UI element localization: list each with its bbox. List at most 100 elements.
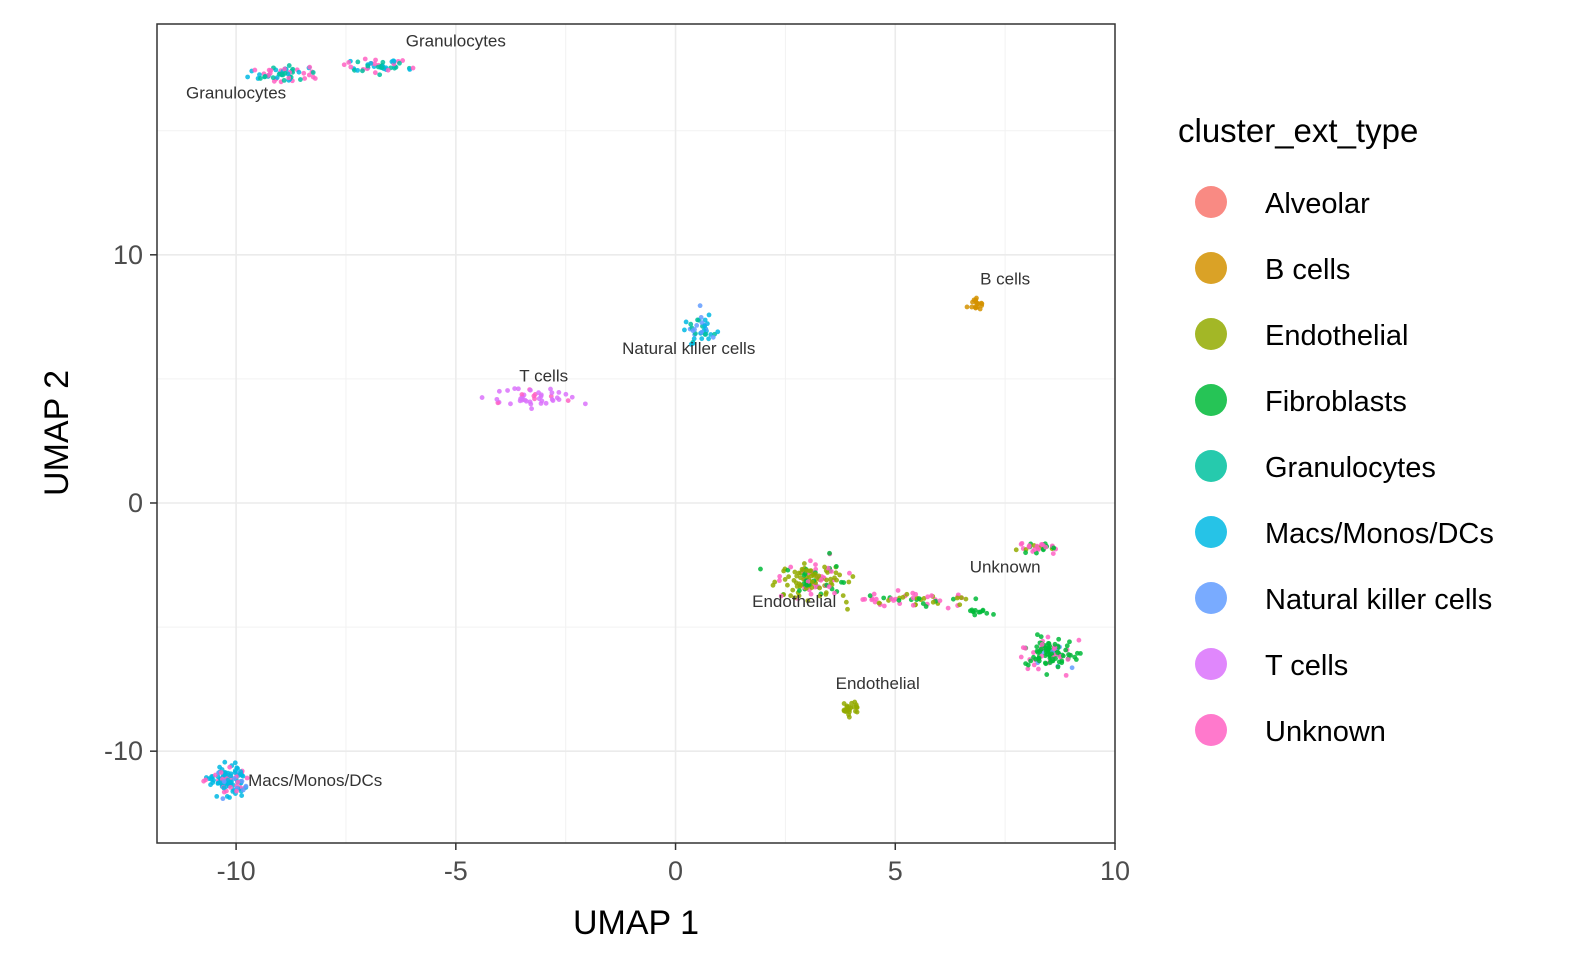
data-point (825, 570, 830, 575)
data-point (785, 567, 791, 573)
data-point (817, 593, 823, 599)
data-point (991, 612, 996, 617)
data-point (1063, 647, 1069, 653)
data-point (556, 397, 562, 403)
data-point (699, 329, 705, 335)
data-point (228, 773, 234, 779)
data-point (896, 597, 902, 603)
data-point (549, 397, 555, 402)
data-point (519, 396, 525, 402)
data-point (833, 563, 839, 569)
cluster-label: Macs/Monos/DCs (248, 771, 382, 790)
data-point (1036, 546, 1041, 552)
data-point (785, 582, 790, 588)
data-point (257, 72, 262, 78)
cluster-label: Natural killer cells (622, 339, 755, 358)
data-point (964, 304, 970, 310)
data-point (301, 70, 307, 76)
data-point (1035, 632, 1040, 638)
data-point (788, 564, 794, 570)
data-point (809, 579, 815, 585)
data-point (239, 778, 245, 784)
data-point (900, 594, 906, 600)
data-point (808, 591, 814, 597)
data-point (232, 770, 238, 775)
data-point (221, 789, 227, 795)
data-point (312, 76, 318, 81)
data-point (222, 759, 228, 765)
data-point (1026, 543, 1032, 549)
data-point (244, 775, 250, 781)
data-point (827, 550, 832, 556)
data-point (843, 599, 849, 605)
data-point (793, 580, 799, 586)
data-point (796, 570, 802, 576)
data-point (1038, 634, 1044, 640)
cluster-label: T cells (519, 366, 568, 385)
data-point (809, 573, 814, 579)
data-point (849, 700, 855, 706)
data-point (796, 593, 802, 599)
data-point (218, 770, 224, 775)
data-point (925, 594, 931, 600)
legend-title: cluster_ext_type (1178, 112, 1418, 149)
data-point (804, 582, 810, 588)
data-point (543, 400, 549, 406)
data-point (1023, 661, 1029, 666)
data-point (972, 612, 978, 618)
data-point (563, 391, 569, 397)
data-point (710, 334, 716, 340)
data-point (796, 588, 802, 593)
data-point (238, 769, 244, 775)
data-point (1028, 658, 1034, 664)
cluster-label: Granulocytes (186, 83, 286, 102)
data-point (1019, 540, 1025, 546)
legend-label: Natural killer cells (1265, 584, 1492, 616)
data-point (297, 77, 303, 82)
data-point (355, 59, 361, 65)
data-point (229, 779, 234, 785)
data-point (221, 785, 227, 791)
data-point (823, 591, 829, 597)
data-point (240, 787, 246, 793)
legend-key (1195, 516, 1227, 548)
y-axis-title: UMAP 2 (38, 370, 76, 496)
x-tick-label: 10 (1100, 856, 1130, 886)
data-point (1034, 644, 1040, 650)
data-point (788, 593, 794, 599)
data-point (1037, 649, 1043, 655)
data-point (979, 301, 985, 307)
data-point (854, 709, 860, 715)
data-point (822, 564, 827, 570)
data-point (1069, 665, 1075, 671)
data-point (346, 60, 352, 65)
data-point (365, 63, 371, 69)
data-point (270, 75, 276, 81)
data-point (1022, 645, 1028, 651)
data-point (494, 396, 500, 402)
data-point (1025, 666, 1031, 672)
data-point (818, 577, 824, 583)
legend-label: Endothelial (1265, 320, 1409, 352)
data-point (958, 595, 964, 601)
legend-key (1195, 186, 1227, 218)
data-point (792, 595, 798, 601)
legend: cluster_ext_type Alveolar B cells Endothel… (1178, 112, 1494, 748)
data-point (227, 795, 232, 800)
data-point (1045, 634, 1051, 640)
x-tick-label: 5 (888, 856, 903, 886)
data-points (201, 56, 1083, 802)
data-point (954, 595, 960, 601)
data-point (891, 598, 896, 603)
data-point (929, 593, 934, 599)
data-point (379, 65, 385, 71)
data-point (1056, 636, 1062, 642)
legend-label: B cells (1265, 254, 1350, 286)
data-point (1046, 645, 1051, 651)
y-axis-ticks: -10 0 10 (104, 240, 157, 766)
data-point (1060, 653, 1066, 659)
data-point (232, 760, 238, 766)
data-point (957, 602, 963, 608)
data-point (240, 773, 246, 779)
data-point (1031, 547, 1037, 553)
